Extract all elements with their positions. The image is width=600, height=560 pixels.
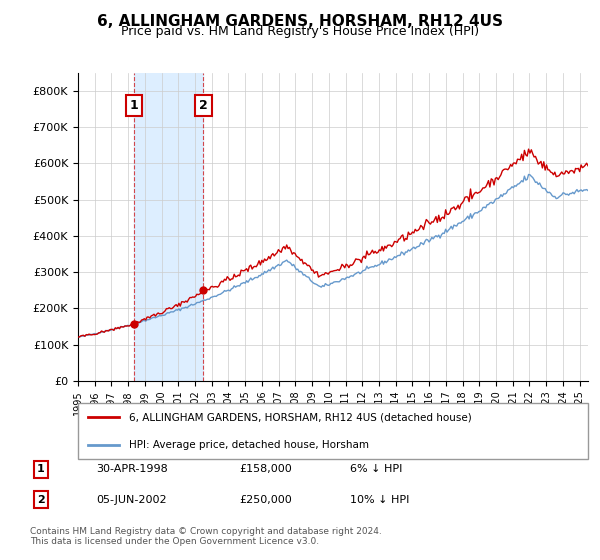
Text: Contains HM Land Registry data © Crown copyright and database right 2024.
This d: Contains HM Land Registry data © Crown c…	[30, 526, 382, 546]
Text: £250,000: £250,000	[240, 494, 293, 505]
Text: 6, ALLINGHAM GARDENS, HORSHAM, RH12 4US (detached house): 6, ALLINGHAM GARDENS, HORSHAM, RH12 4US …	[129, 412, 472, 422]
Text: Price paid vs. HM Land Registry's House Price Index (HPI): Price paid vs. HM Land Registry's House …	[121, 25, 479, 38]
Text: HPI: Average price, detached house, Horsham: HPI: Average price, detached house, Hors…	[129, 440, 369, 450]
Text: 2: 2	[199, 99, 208, 112]
Text: 2: 2	[37, 494, 45, 505]
Text: 30-APR-1998: 30-APR-1998	[96, 464, 168, 474]
Text: 6% ↓ HPI: 6% ↓ HPI	[350, 464, 403, 474]
Text: 10% ↓ HPI: 10% ↓ HPI	[350, 494, 410, 505]
FancyBboxPatch shape	[78, 403, 588, 459]
Text: 1: 1	[130, 99, 138, 112]
Text: £158,000: £158,000	[240, 464, 293, 474]
Text: 05-JUN-2002: 05-JUN-2002	[96, 494, 167, 505]
Bar	[134, 73, 203, 381]
Text: 6, ALLINGHAM GARDENS, HORSHAM, RH12 4US: 6, ALLINGHAM GARDENS, HORSHAM, RH12 4US	[97, 14, 503, 29]
Text: 1: 1	[37, 464, 45, 474]
